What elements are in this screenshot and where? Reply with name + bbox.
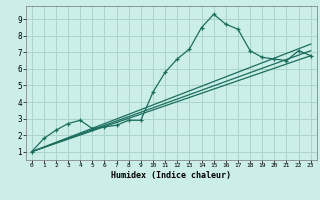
X-axis label: Humidex (Indice chaleur): Humidex (Indice chaleur) — [111, 171, 231, 180]
